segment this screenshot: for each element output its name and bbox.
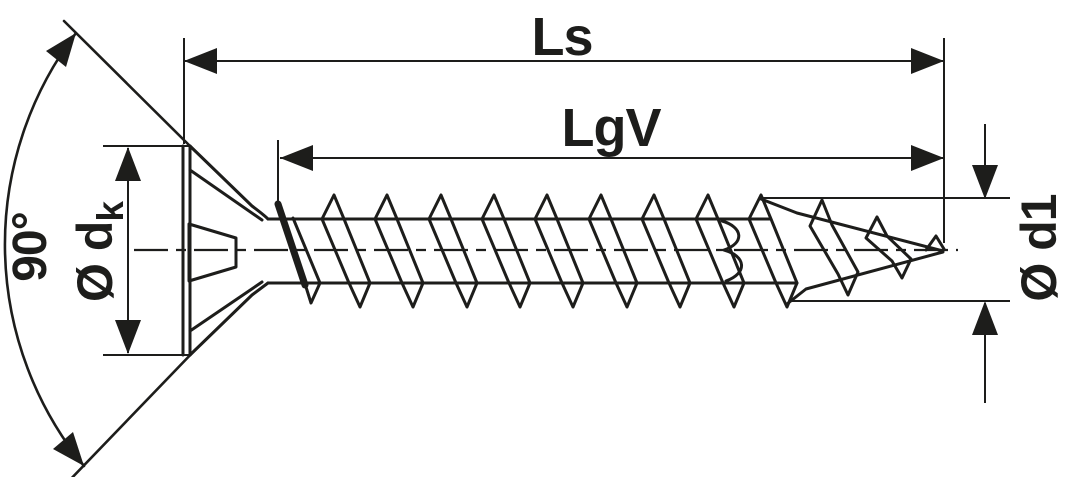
tip-taper-top-edge xyxy=(759,197,945,253)
arrowhead-arc-top xyxy=(46,33,76,67)
arrowheads xyxy=(46,33,998,466)
thread-band xyxy=(427,193,479,309)
arrowhead-dk-bottom xyxy=(115,320,141,354)
arrowhead-ls-right xyxy=(911,48,944,74)
label-head-diameter-main: Ø d xyxy=(67,222,123,302)
angle-leg-top xyxy=(62,19,198,154)
label-thread-diameter: Ø d1 xyxy=(1011,194,1067,301)
head-cone-top-inner-edge xyxy=(188,168,264,222)
arrowhead-ls-left xyxy=(184,48,217,74)
arrowhead-dk-top xyxy=(115,147,141,181)
label-head-angle: 90° xyxy=(4,212,57,282)
arrowhead-arc-bottom xyxy=(53,432,84,466)
screw-body xyxy=(181,144,945,357)
tip-taper-bottom-edge xyxy=(785,250,945,306)
thread-runout-flank xyxy=(274,200,309,289)
thread xyxy=(274,193,946,309)
thread-band xyxy=(480,193,532,309)
thread-band xyxy=(533,193,585,309)
dimension-lines xyxy=(103,38,1010,403)
labels: Ls LgV 90° Ø dk Ø d1 xyxy=(4,7,1067,302)
arrowhead-d1-top xyxy=(972,165,998,199)
thread-band xyxy=(694,193,746,309)
thread-band-taper xyxy=(864,215,913,280)
arrowhead-d1-bottom xyxy=(972,301,998,335)
thread-band xyxy=(640,193,692,309)
arrowhead-lgv-right xyxy=(911,145,944,171)
angle-leg-bottom xyxy=(70,347,198,477)
label-thread-length: LgV xyxy=(562,98,662,158)
label-head-diameter: Ø dk xyxy=(67,201,131,302)
angle-arc xyxy=(3,31,86,468)
angle-construction xyxy=(3,19,198,477)
thread-band xyxy=(587,193,639,309)
thread-band xyxy=(320,193,372,309)
label-head-diameter-subscript: k xyxy=(90,201,131,222)
thread-band-taper xyxy=(808,198,860,297)
drive-recess xyxy=(187,222,238,283)
thread-band-taper xyxy=(924,234,946,252)
head-cone-bottom-inner-edge xyxy=(188,280,264,333)
thread-band xyxy=(373,193,425,309)
label-total-length: Ls xyxy=(531,7,592,67)
thread-band xyxy=(747,193,799,309)
arrowhead-lgv-left xyxy=(280,145,313,171)
